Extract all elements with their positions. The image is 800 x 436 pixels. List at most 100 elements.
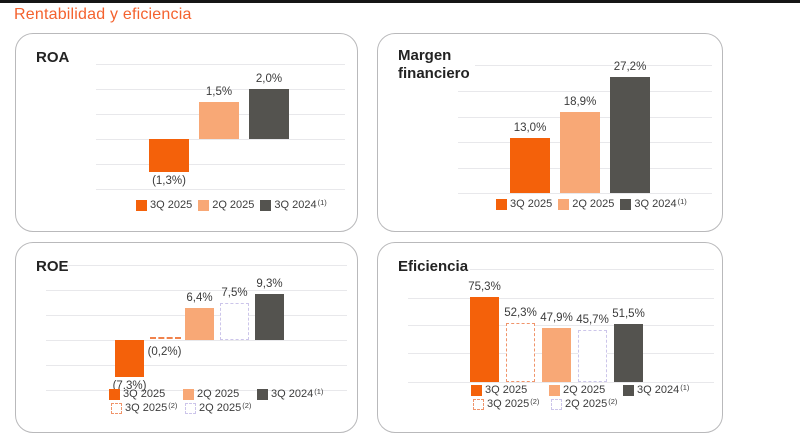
- legend-item: 3Q 2025: [471, 384, 549, 396]
- bar-value-label: 7,5%: [221, 286, 248, 299]
- panel-margen-financiero: Margen financiero 13,0% 18,9% 27,2% 3Q 2025…: [377, 33, 723, 232]
- bar-2q-2025: [542, 327, 571, 382]
- legend-footnote-sup: (2): [608, 397, 618, 406]
- bar-2q-2025: [185, 308, 214, 340]
- legend-label: 3Q 2024: [274, 199, 317, 211]
- bar-3q-2025: [470, 296, 499, 382]
- legend-label: 3Q 2025: [485, 384, 528, 396]
- dashed-lavender-swatch-icon: [551, 399, 562, 410]
- legend-item: 3Q 2025 (2): [473, 398, 551, 410]
- bar-3q-2025: [115, 340, 144, 377]
- gridline: [408, 298, 714, 299]
- legend-item: 2Q 2025 (2): [551, 398, 617, 410]
- solid-gray-swatch-icon: [623, 385, 634, 396]
- gridline: [96, 64, 345, 65]
- solid-gray-swatch-icon: [257, 389, 268, 400]
- chart-title-margen-financiero: Margen financiero: [398, 47, 470, 82]
- gridline: [68, 265, 347, 266]
- window-top-bar: [0, 0, 800, 3]
- bar-3q-2025-2-: [150, 337, 181, 339]
- legend-label: 2Q 2025: [565, 398, 608, 410]
- legend-footnote-sup: (1): [314, 387, 324, 396]
- bar-value-label: 2,0%: [255, 73, 283, 85]
- legend-item: 3Q 2024 (1): [257, 388, 323, 400]
- solid-peach-swatch-icon: [198, 200, 210, 211]
- panel-roe: ROE (7.3%) (0,2%) 6,4% 7,5% 9,3% 3Q 2025 2Q 20…: [15, 242, 358, 433]
- legend-item: 3Q 2024 (1): [260, 198, 327, 211]
- solid-peach-swatch-icon: [558, 199, 570, 210]
- solid-orange-swatch-icon: [109, 389, 120, 400]
- solid-gray-swatch-icon: [620, 199, 632, 210]
- bar-value-label: 6,4%: [186, 292, 213, 304]
- gridline: [96, 189, 345, 190]
- bar-value-label: 75,3%: [468, 280, 501, 293]
- solid-peach-swatch-icon: [549, 385, 560, 396]
- chart-title-roe: ROE: [36, 258, 69, 275]
- legend-label: 2Q 2025: [572, 198, 615, 210]
- legend-row: 3Q 2025 2Q 2025 3Q 2024 (1): [136, 199, 327, 211]
- bar-2q-2025-2-: [220, 302, 249, 340]
- solid-orange-swatch-icon: [471, 385, 482, 396]
- bar-3q-2024-1-: [249, 89, 289, 139]
- legend-label: 3Q 2025: [150, 199, 193, 211]
- panel-eficiencia: Eficiencia 75,3% 52,3% 47,9% 45,7% 51,5% 3Q 2…: [377, 242, 723, 433]
- legend-label: 2Q 2025: [563, 384, 606, 396]
- page-title: Rentabilidad y eficiencia: [14, 6, 192, 23]
- bar-value-label: 13,0%: [513, 121, 547, 134]
- legend-item: 2Q 2025: [558, 198, 614, 210]
- bar-2q-2025: [560, 112, 600, 193]
- chart-title-roa: ROA: [36, 49, 70, 66]
- dashed-orange-swatch-icon: [473, 399, 484, 410]
- legend-item: 3Q 2025: [496, 198, 552, 210]
- dashed-orange-swatch-icon: [111, 403, 122, 414]
- legend-item: 3Q 2025 (2): [111, 402, 185, 414]
- gridline: [96, 164, 345, 165]
- bar-value-label: 9,3%: [256, 277, 283, 290]
- legend-row: 3Q 2025 2Q 2025 3Q 2024 (1): [109, 388, 323, 400]
- legend-item: 3Q 2024 (1): [620, 197, 687, 210]
- legend-footnote-sup: (1): [680, 383, 690, 392]
- legend-row: 3Q 2025 (2) 2Q 2025 (2): [473, 398, 617, 410]
- bar-2q-2025-2-: [578, 330, 607, 382]
- bar-value-label: 1,5%: [205, 85, 233, 98]
- legend-row: 3Q 2025 2Q 2025 3Q 2024 (1): [471, 384, 689, 396]
- bar-3q-2025: [510, 137, 550, 193]
- bar-value-label: (7.3%): [112, 379, 147, 392]
- legend-item: 2Q 2025: [198, 199, 254, 211]
- legend-row: 3Q 2025 2Q 2025 3Q 2024 (1): [496, 198, 687, 210]
- bar-value-label: 51,5%: [612, 307, 645, 320]
- legend-item: 2Q 2025: [183, 388, 257, 400]
- gridline: [475, 65, 712, 66]
- gridline: [408, 382, 714, 383]
- gridline: [458, 91, 712, 92]
- bar-value-label: 45,7%: [576, 314, 609, 327]
- bar-value-label: 47,9%: [540, 311, 573, 324]
- panel-roa: ROA (1,3%) 1,5% 2,0% 3Q 2025 2Q 2025 3Q 2024(…: [15, 33, 358, 232]
- legend-footnote-sup: (2): [168, 401, 178, 410]
- gridline: [46, 290, 347, 291]
- solid-orange-swatch-icon: [136, 200, 147, 211]
- gridline: [96, 139, 345, 140]
- legend-footnote-sup: (2): [242, 401, 252, 410]
- gridline: [96, 89, 345, 90]
- bar-3q-2025: [149, 139, 189, 172]
- legend-label: 3Q 2025: [510, 198, 553, 210]
- gridline: [408, 325, 714, 326]
- bar-value-label: (1,3%): [152, 174, 186, 187]
- gridline: [46, 365, 347, 366]
- legend-label: 2Q 2025: [212, 199, 255, 211]
- solid-peach-swatch-icon: [183, 389, 194, 400]
- solid-gray-swatch-icon: [260, 200, 272, 211]
- legend-label: 2Q 2025: [199, 402, 242, 414]
- bar-3q-2024-1-: [255, 293, 284, 340]
- legend-label: 3Q 2025: [123, 388, 166, 400]
- legend-footnote-sup: (1): [677, 197, 687, 206]
- legend-label: 3Q 2025: [487, 398, 530, 410]
- legend-row: 3Q 2025 (2) 2Q 2025 (2): [111, 402, 251, 414]
- legend-item: 2Q 2025: [549, 384, 623, 396]
- gridline: [46, 340, 347, 341]
- legend-footnote-sup: (1): [317, 198, 327, 207]
- chart-title-eficiencia: Eficiencia: [398, 258, 469, 275]
- legend-label: 3Q 2025: [125, 402, 168, 414]
- solid-orange-swatch-icon: [496, 199, 507, 210]
